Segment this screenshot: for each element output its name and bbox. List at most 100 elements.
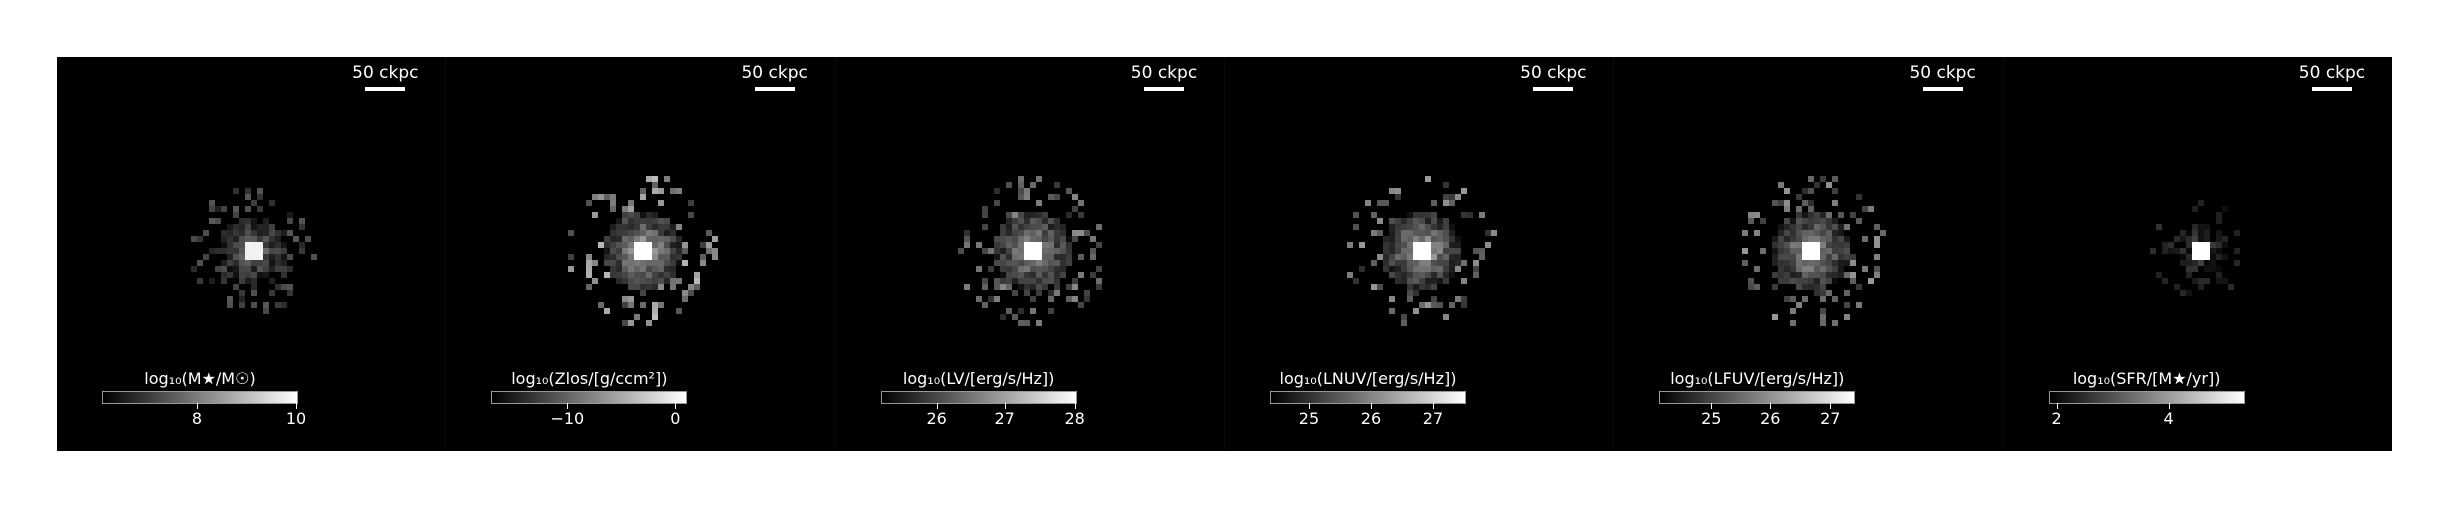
galaxy-pixel <box>1778 230 1785 236</box>
galaxy-pixel <box>1814 242 1821 248</box>
galaxy-pixel <box>2215 248 2222 254</box>
galaxy-pixel <box>197 236 203 242</box>
galaxy-pixel <box>2191 278 2198 284</box>
galaxy-pixel <box>652 260 659 266</box>
galaxy-pixel <box>2215 236 2222 242</box>
galaxy-pixel <box>263 242 269 248</box>
galaxy-pixel <box>1430 266 1437 272</box>
galaxy-pixel <box>263 266 269 272</box>
galaxy-pixel <box>1430 236 1437 242</box>
galaxy-pixel <box>652 242 659 248</box>
galaxy-pixel <box>1838 248 1845 254</box>
galaxy-pixel <box>634 242 641 248</box>
galaxy-pixel <box>239 230 245 236</box>
galaxy-pixel <box>1454 266 1461 272</box>
galaxy-pixel <box>592 278 599 284</box>
galaxy-pixel <box>221 248 227 254</box>
galaxy-pixel <box>1832 272 1839 278</box>
galaxy-pixel <box>1394 260 1401 266</box>
galaxy-pixel <box>245 218 251 224</box>
colorbar-tick-label: 8 <box>191 409 203 428</box>
galaxy-pixel <box>1047 260 1054 266</box>
galaxy-pixel <box>628 248 635 254</box>
galaxy-pixel <box>628 320 635 326</box>
galaxy-pixel <box>1478 248 1485 254</box>
galaxy-pixel <box>251 254 257 260</box>
galaxy-pixel <box>688 212 695 218</box>
galaxy-pixel <box>975 296 982 302</box>
galaxy-pixel <box>652 272 659 278</box>
galaxy-pixel <box>1814 290 1821 296</box>
galaxy-pixel <box>2191 236 2198 242</box>
galaxy-pixel <box>1448 236 1455 242</box>
galaxy-pixel <box>658 272 665 278</box>
galaxy-pixel <box>1017 224 1024 230</box>
galaxy-pixel <box>299 224 305 230</box>
galaxy-pixel <box>2191 230 2198 236</box>
galaxy-pixel <box>269 230 275 236</box>
galaxy-pixel <box>1035 272 1042 278</box>
galaxy-pixel <box>1017 260 1024 266</box>
galaxy-pixel <box>1826 224 1833 230</box>
galaxy-pixel <box>1808 242 1815 248</box>
galaxy-pixel <box>670 236 677 242</box>
galaxy-pixel <box>209 200 215 206</box>
galaxy-pixel <box>664 242 671 248</box>
galaxy-pixel <box>269 200 275 206</box>
galaxy-pixel <box>1017 176 1024 182</box>
colorbar-tick-label: 25 <box>1701 409 1722 428</box>
galaxy-pixel <box>1832 188 1839 194</box>
galaxy-pixel <box>664 236 671 242</box>
galaxy-pixel <box>682 248 689 254</box>
galaxy-pixel <box>676 236 683 242</box>
galaxy-pixel <box>1820 284 1827 290</box>
galaxy-pixel <box>239 296 245 302</box>
galaxy-pixel <box>682 260 689 266</box>
galaxy-pixel <box>1077 254 1084 260</box>
galaxy-pixel <box>634 284 641 290</box>
galaxy-pixel <box>1826 272 1833 278</box>
galaxy-pixel <box>1005 260 1012 266</box>
galaxy-pixel <box>658 302 665 308</box>
galaxy-pixel <box>2191 242 2198 248</box>
galaxy-pixel <box>1041 260 1048 266</box>
galaxy-pixel <box>1418 284 1425 290</box>
galaxy-pixel <box>257 194 263 200</box>
galaxy-pixel <box>1017 188 1024 194</box>
galaxy-pixel <box>586 272 593 278</box>
galaxy-pixel <box>1424 248 1431 254</box>
galaxy-pixel <box>2173 284 2180 290</box>
galaxy-pixel <box>2209 242 2216 248</box>
galaxy-pixel <box>275 248 281 254</box>
galaxy-pixel <box>1784 230 1791 236</box>
galaxy-pixel <box>1790 218 1797 224</box>
galaxy-pixel <box>616 248 623 254</box>
galaxy-pixel <box>1017 218 1024 224</box>
galaxy-pixel <box>628 212 635 218</box>
galaxy-pixel <box>1388 236 1395 242</box>
galaxy-pixel <box>1448 266 1455 272</box>
galaxy-pixel <box>646 248 653 254</box>
galaxy-pixel <box>1011 224 1018 230</box>
galaxy-pixel <box>999 278 1006 284</box>
galaxy-pixel <box>1418 302 1425 308</box>
galaxy-pixel <box>999 314 1006 320</box>
galaxy-pixel <box>670 278 677 284</box>
galaxy-pixel <box>993 248 1000 254</box>
galaxy-pixel <box>1077 272 1084 278</box>
colorbar-title: log₁₀(M★/M☉) <box>144 369 256 388</box>
galaxy-pixel <box>1832 278 1839 284</box>
galaxy-pixel <box>1418 248 1425 254</box>
galaxy-pixel <box>1442 194 1449 200</box>
galaxy-pixel <box>239 248 245 254</box>
galaxy-pixel <box>646 320 653 326</box>
galaxy-pixel <box>1802 212 1809 218</box>
galaxy-pixel <box>245 278 251 284</box>
galaxy-pixel <box>1406 212 1413 218</box>
galaxy-pixel <box>628 260 635 266</box>
galaxy-pixel <box>1071 284 1078 290</box>
galaxy-pixel <box>2197 236 2204 242</box>
galaxy-pixel <box>1035 236 1042 242</box>
galaxy-pixel <box>1814 248 1821 254</box>
galaxy-pixel <box>1742 248 1749 254</box>
